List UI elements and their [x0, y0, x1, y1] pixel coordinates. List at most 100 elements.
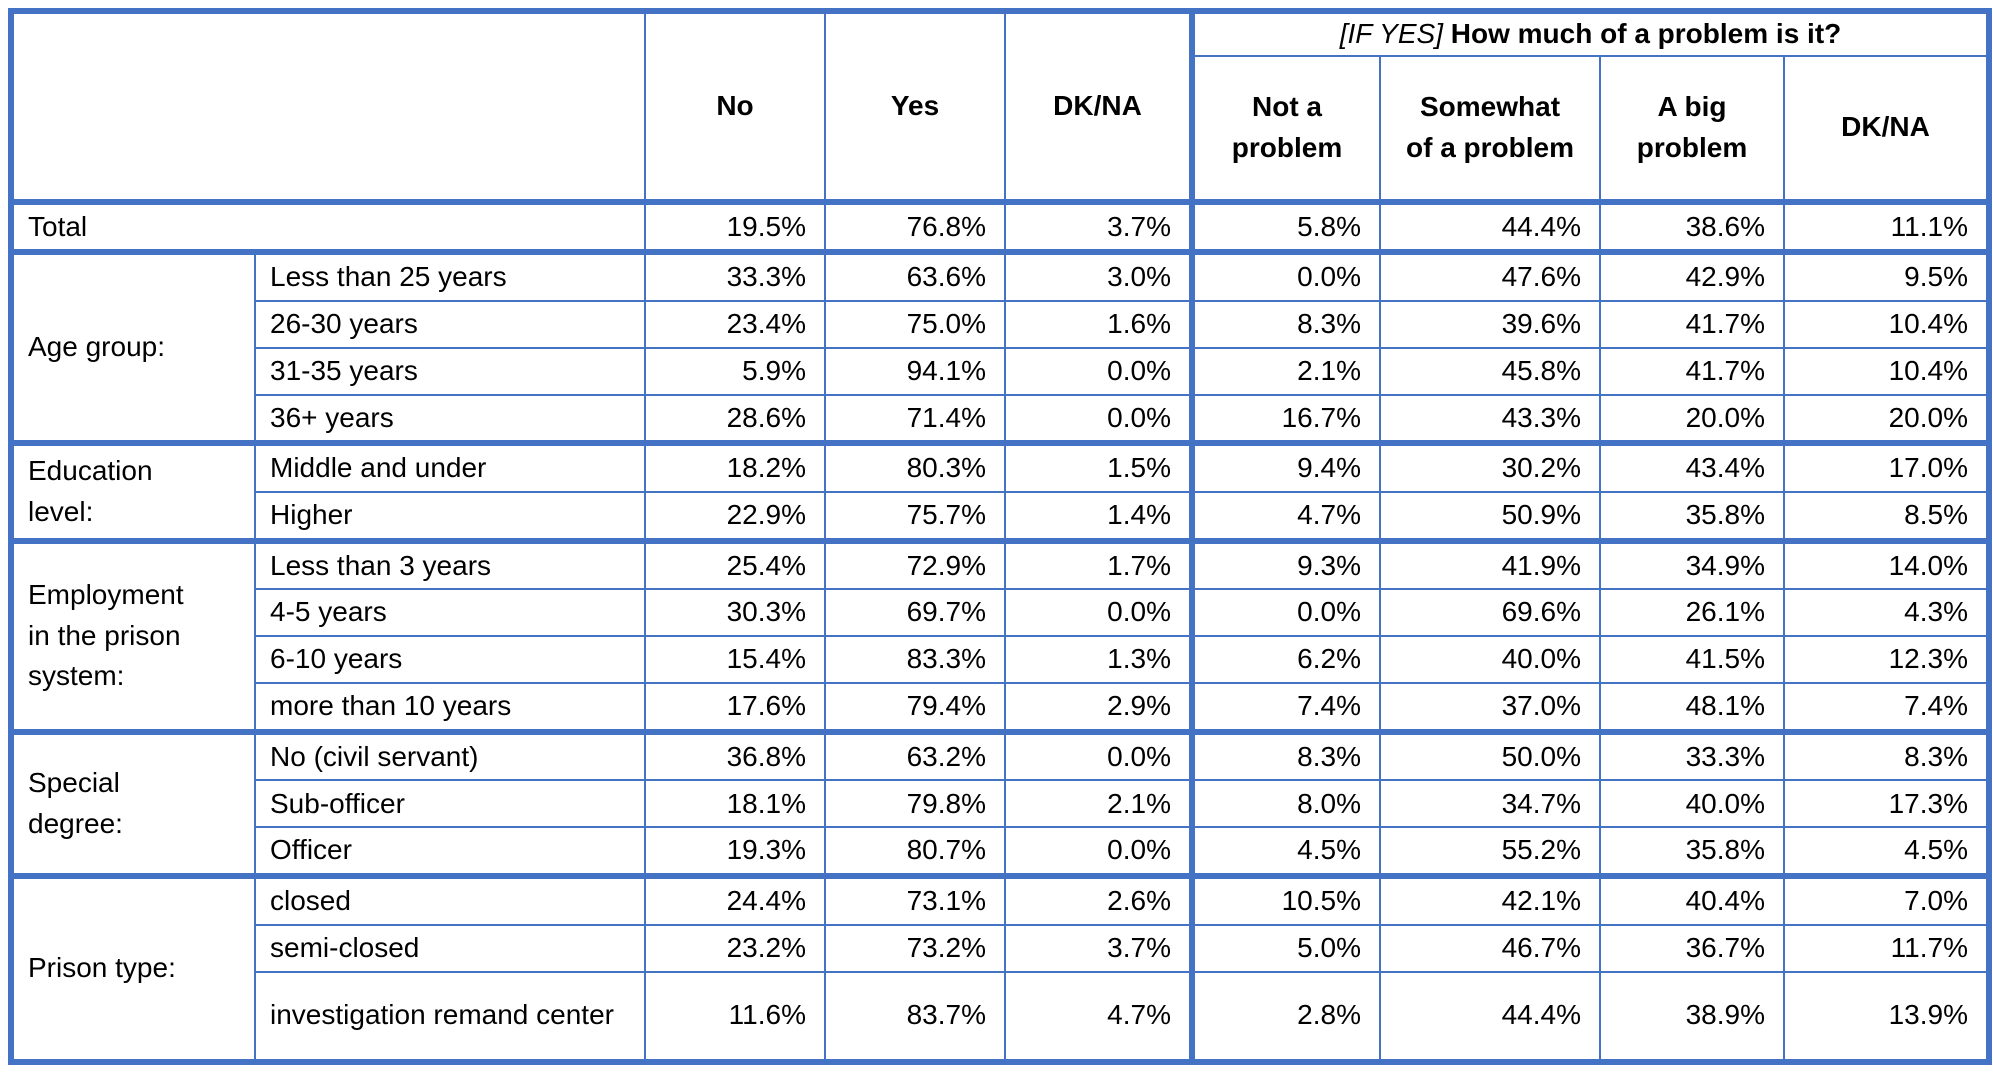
value-cell: 38.6% [1599, 198, 1785, 256]
value-cell: 40.0% [1599, 779, 1785, 829]
row-label: Middle and under [254, 440, 646, 493]
group-label-age: Age group: [10, 249, 256, 445]
value-cell: 36.8% [644, 728, 826, 782]
row-label: more than 10 years [254, 682, 646, 733]
header-row-sub: Not a problem Somewhat of a problem A bi… [11, 54, 1990, 205]
value-cell: 45.8% [1379, 346, 1601, 396]
table-row: Employment in the prison system: Less th… [10, 537, 1990, 733]
value-cell: 23.4% [644, 299, 826, 349]
value-cell: 14.0% [1783, 537, 1990, 591]
value-cell: 18.1% [644, 779, 826, 829]
group-label-employment: Employment in the prison system: [10, 537, 256, 733]
value-cell: 16.7% [1189, 393, 1381, 445]
value-cell: 50.0% [1379, 728, 1601, 782]
value-cell: 19.5% [644, 198, 826, 256]
if-yes-prefix: [IF YES] [1339, 18, 1443, 49]
value-cell: 40.0% [1379, 635, 1601, 685]
row-label: Less than 25 years [254, 249, 646, 302]
value-cell: 7.0% [1783, 872, 1990, 926]
table-row: Education level: Middle and under 18.2% … [10, 440, 1990, 542]
value-cell: 1.4% [1004, 490, 1193, 542]
value-cell: 20.0% [1783, 393, 1990, 445]
table-row: Officer 19.3% 80.7% 0.0% 4.5% 55.2% 35.8… [11, 826, 1990, 877]
value-cell: 33.3% [1599, 728, 1785, 782]
value-cell: 1.5% [1004, 440, 1193, 493]
value-cell: 50.9% [1379, 490, 1601, 542]
value-cell: 34.7% [1379, 779, 1601, 829]
value-cell: 43.4% [1599, 440, 1785, 493]
group-label-special-degree: Special degree: [10, 728, 256, 877]
value-cell: 8.3% [1189, 299, 1381, 349]
value-cell: 42.1% [1379, 872, 1601, 926]
row-label: Higher [254, 490, 646, 542]
value-cell: 30.3% [644, 588, 826, 638]
value-cell: 2.6% [1004, 872, 1193, 926]
value-cell: 35.8% [1599, 490, 1785, 542]
value-cell: 42.9% [1599, 249, 1785, 302]
value-cell: 0.0% [1189, 588, 1381, 638]
table-row: Sub-officer 18.1% 79.8% 2.1% 8.0% 34.7% … [11, 779, 1990, 829]
value-cell: 73.2% [824, 923, 1006, 973]
value-cell: 76.8% [824, 198, 1006, 256]
value-cell: 4.5% [1783, 826, 1990, 877]
row-label: 31-35 years [254, 346, 646, 396]
value-cell: 48.1% [1599, 682, 1785, 733]
header-cell-big-problem: A big problem [1599, 54, 1785, 205]
value-cell: 0.0% [1004, 728, 1193, 782]
value-cell: 7.4% [1783, 682, 1990, 733]
value-cell: 35.8% [1599, 826, 1785, 877]
value-cell: 11.1% [1783, 198, 1990, 256]
value-cell: 0.0% [1004, 346, 1193, 396]
value-cell: 8.3% [1189, 728, 1381, 782]
value-cell: 5.8% [1189, 198, 1381, 256]
value-cell: 47.6% [1379, 249, 1601, 302]
table-row: 31-35 years 5.9% 94.1% 0.0% 2.1% 45.8% 4… [11, 346, 1990, 396]
value-cell: 41.7% [1599, 299, 1785, 349]
value-cell: 8.5% [1783, 490, 1990, 542]
value-cell: 71.4% [824, 393, 1006, 445]
value-cell: 3.7% [1004, 923, 1193, 973]
value-cell: 44.4% [1379, 198, 1601, 256]
value-cell: 83.7% [824, 970, 1006, 1063]
value-cell: 3.0% [1004, 249, 1193, 302]
value-cell: 17.0% [1783, 440, 1990, 493]
row-label: 4-5 years [254, 588, 646, 638]
value-cell: 63.6% [824, 249, 1006, 302]
row-label: Less than 3 years [254, 537, 646, 591]
value-cell: 55.2% [1379, 826, 1601, 877]
table-row: investigation remand center 11.6% 83.7% … [11, 970, 1990, 1063]
header-cell-if-yes: [IF YES] How much of a problem is it? [1189, 10, 1990, 57]
row-label: closed [254, 872, 646, 926]
value-cell: 8.3% [1783, 728, 1990, 782]
value-cell: 43.3% [1379, 393, 1601, 445]
value-cell: 24.4% [644, 872, 826, 926]
value-cell: 79.8% [824, 779, 1006, 829]
value-cell: 4.7% [1004, 970, 1193, 1063]
value-cell: 20.0% [1599, 393, 1785, 445]
table-row: 36+ years 28.6% 71.4% 0.0% 16.7% 43.3% 2… [11, 393, 1990, 445]
value-cell: 34.9% [1599, 537, 1785, 591]
row-label: Total [10, 198, 646, 256]
value-cell: 79.4% [824, 682, 1006, 733]
group-label-prison-type: Prison type: [10, 872, 256, 1063]
value-cell: 94.1% [824, 346, 1006, 396]
value-cell: 1.7% [1004, 537, 1193, 591]
value-cell: 2.9% [1004, 682, 1193, 733]
value-cell: 69.6% [1379, 588, 1601, 638]
value-cell: 75.7% [824, 490, 1006, 542]
row-label: 26-30 years [254, 299, 646, 349]
table-row: semi-closed 23.2% 73.2% 3.7% 5.0% 46.7% … [11, 923, 1990, 973]
value-cell: 1.3% [1004, 635, 1193, 685]
value-cell: 0.0% [1004, 826, 1193, 877]
value-cell: 28.6% [644, 393, 826, 445]
value-cell: 22.9% [644, 490, 826, 542]
value-cell: 26.1% [1599, 588, 1785, 638]
header-cell-yes: Yes [824, 10, 1006, 205]
value-cell: 15.4% [644, 635, 826, 685]
value-cell: 72.9% [824, 537, 1006, 591]
table-row: 6-10 years 15.4% 83.3% 1.3% 6.2% 40.0% 4… [11, 635, 1990, 685]
value-cell: 10.4% [1783, 346, 1990, 396]
value-cell: 37.0% [1379, 682, 1601, 733]
value-cell: 0.0% [1004, 393, 1193, 445]
value-cell: 3.7% [1004, 198, 1193, 256]
